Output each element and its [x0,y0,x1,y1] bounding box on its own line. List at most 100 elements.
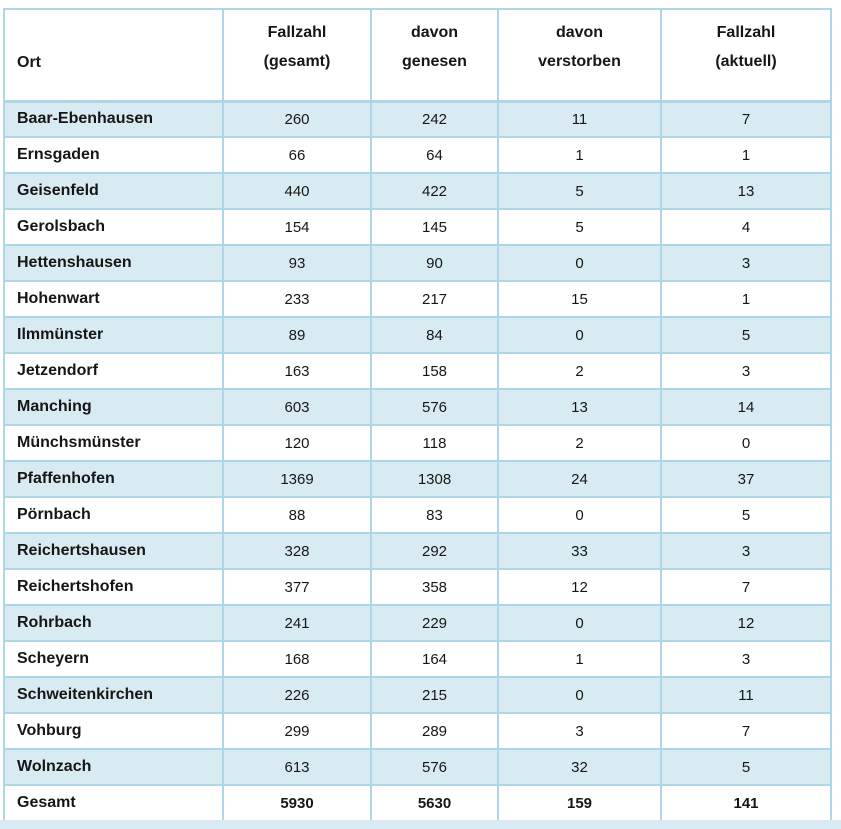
cell-ort: Vohburg [3,712,224,750]
table-row: Scheyern 168 164 1 3 [3,640,832,678]
cell-aktuell: 3 [660,532,832,570]
cell-ort: Reichertshausen [3,532,224,570]
cell-aktuell: 12 [660,604,832,642]
table-row: Manching 603 576 13 14 [3,388,832,426]
cell-aktuell: 1 [660,280,832,318]
cell-genesen: 83 [370,496,499,534]
cell-gesamt: 1369 [222,460,372,498]
col-header-line: Fallzahl [716,24,776,41]
table-row: Rohrbach 241 229 0 12 [3,604,832,642]
table-row: Hettenshausen 93 90 0 3 [3,244,832,282]
cell-aktuell: 7 [660,100,832,138]
cell-verstorben: 15 [497,280,662,318]
cell-gesamt: 613 [222,748,372,786]
cell-gesamt: 120 [222,424,372,462]
cell-gesamt: 233 [222,280,372,318]
cell-gesamt: 66 [222,136,372,174]
table-row: Ilmmünster 89 84 0 5 [3,316,832,354]
cell-aktuell: 4 [660,208,832,246]
cell-aktuell: 14 [660,388,832,426]
cell-aktuell: 3 [660,352,832,390]
cell-ort: Pfaffenhofen [3,460,224,498]
cell-genesen: 5630 [370,784,499,822]
cell-ort: Reichertshofen [3,568,224,606]
col-header-ort: Ort [3,8,224,103]
cell-ort: Schweitenkirchen [3,676,224,714]
cell-aktuell: 1 [660,136,832,174]
cell-aktuell: 37 [660,460,832,498]
cell-ort: Jetzendorf [3,352,224,390]
col-header-line: (gesamt) [263,53,331,70]
cell-genesen: 576 [370,748,499,786]
cell-ort: Rohrbach [3,604,224,642]
page-background-strip [0,820,841,829]
cell-verstorben: 2 [497,424,662,462]
col-header-line: davon [555,24,604,41]
table-row: Reichertshausen 328 292 33 3 [3,532,832,570]
col-header-fallzahl-gesamt: Fallzahl (gesamt) [222,8,372,103]
cell-aktuell: 7 [660,712,832,750]
table-row: Ernsgaden 66 64 1 1 [3,136,832,174]
cell-ort: Pörnbach [3,496,224,534]
cell-gesamt: 299 [222,712,372,750]
cell-aktuell: 3 [660,640,832,678]
cell-gesamt: 440 [222,172,372,210]
table-row: Wolnzach 613 576 32 5 [3,748,832,786]
total-row: Gesamt 5930 5630 159 141 [3,784,832,822]
cell-genesen: 84 [370,316,499,354]
cell-gesamt: 226 [222,676,372,714]
cell-gesamt: 603 [222,388,372,426]
table-row: Reichertshofen 377 358 12 7 [3,568,832,606]
cell-verstorben: 5 [497,172,662,210]
cell-genesen: 422 [370,172,499,210]
cell-verstorben: 159 [497,784,662,822]
cell-verstorben: 24 [497,460,662,498]
col-header-fallzahl-aktuell: Fallzahl (aktuell) [660,8,832,103]
table-row: Gerolsbach 154 145 5 4 [3,208,832,246]
cell-genesen: 118 [370,424,499,462]
cell-aktuell: 7 [660,568,832,606]
cell-gesamt: 328 [222,532,372,570]
cell-verstorben: 3 [497,712,662,750]
cell-verstorben: 11 [497,100,662,138]
col-header-line: Fallzahl [267,24,327,41]
cell-ort: Manching [3,388,224,426]
cell-aktuell: 5 [660,496,832,534]
cell-gesamt: 163 [222,352,372,390]
col-header-davon-verstorben: davon verstorben [497,8,662,103]
cell-aktuell: 5 [660,316,832,354]
table-row: Pfaffenhofen 1369 1308 24 37 [3,460,832,498]
cell-verstorben: 0 [497,676,662,714]
cell-gesamt: 89 [222,316,372,354]
header-row: Ort Fallzahl (gesamt) davon genesen davo… [3,8,832,103]
col-header-line: verstorben [538,53,621,70]
cell-gesamt: 168 [222,640,372,678]
cell-ort: Baar-Ebenhausen [3,100,224,138]
table-row: Vohburg 299 289 3 7 [3,712,832,750]
cell-verstorben: 5 [497,208,662,246]
cell-aktuell: 11 [660,676,832,714]
cell-genesen: 215 [370,676,499,714]
cell-verstorben: 0 [497,496,662,534]
cell-verstorben: 2 [497,352,662,390]
cell-ort: Wolnzach [3,748,224,786]
col-header-davon-genesen: davon genesen [370,8,499,103]
cell-verstorben: 0 [497,316,662,354]
cell-verstorben: 0 [497,604,662,642]
cell-ort: Hohenwart [3,280,224,318]
table-body: Baar-Ebenhausen 260 242 11 7 Ernsgaden 66 64 1 1 G… [3,100,832,822]
cell-aktuell: 0 [660,424,832,462]
cell-verstorben: 1 [497,136,662,174]
cell-aktuell: 13 [660,172,832,210]
cell-gesamt: 88 [222,496,372,534]
cell-ort: Gerolsbach [3,208,224,246]
cell-genesen: 292 [370,532,499,570]
cell-gesamt: 5930 [222,784,372,822]
cell-ort: Münchsmünster [3,424,224,462]
cell-ort: Geisenfeld [3,172,224,210]
cell-genesen: 229 [370,604,499,642]
table-row: Jetzendorf 163 158 2 3 [3,352,832,390]
table-row: Hohenwart 233 217 15 1 [3,280,832,318]
cell-genesen: 90 [370,244,499,282]
